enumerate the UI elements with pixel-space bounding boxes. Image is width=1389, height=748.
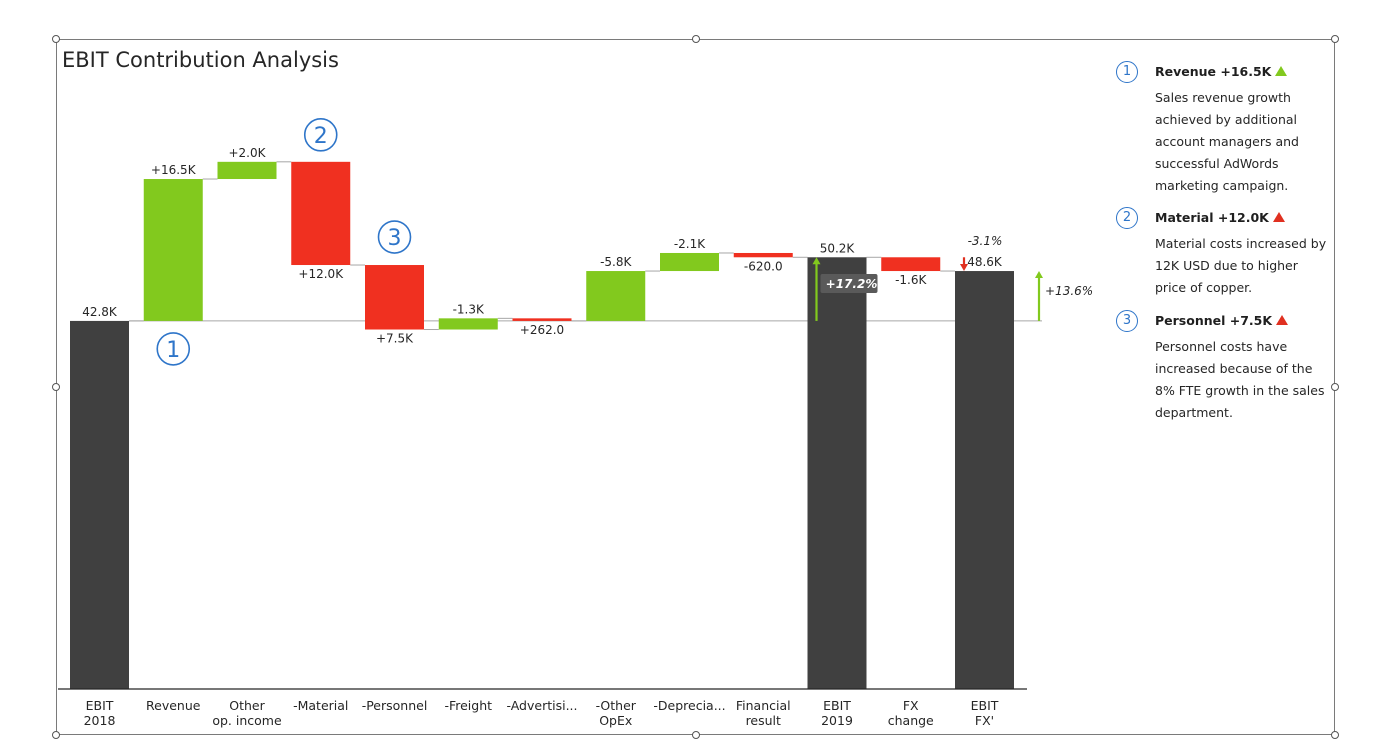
- category-label: EBIT: [86, 698, 114, 713]
- resize-handle-middle-right[interactable]: [1331, 383, 1339, 391]
- bar-value-label: +262.0: [520, 323, 564, 337]
- resize-handle-middle-left[interactable]: [52, 383, 60, 391]
- note-2-heading: Material +12.0K: [1155, 210, 1285, 225]
- category-label: 2019: [821, 713, 853, 728]
- delta-arrow-ebit-2019-arrowhead: [812, 257, 821, 265]
- callout-marker-circle: [303, 118, 338, 152]
- bar-value-label: -1.6K: [895, 273, 927, 287]
- delta-label: -3.1%: [968, 234, 1003, 248]
- bar-value-label: -620.0: [744, 259, 783, 273]
- note-3-text: Personnel costs have increased because o…: [1155, 339, 1325, 420]
- delta-arrow-total-arrowhead: [1035, 271, 1043, 279]
- category-label: -Material: [293, 698, 348, 713]
- category-label: -Freight: [444, 698, 492, 713]
- note-1-heading: Revenue +16.5K: [1155, 64, 1288, 79]
- bar-7: [586, 271, 646, 321]
- bar-10: [807, 257, 867, 689]
- resize-handle-bottom-right[interactable]: [1331, 731, 1339, 739]
- note-2-number: 2: [1116, 207, 1138, 229]
- bar-4: [365, 265, 424, 330]
- bar-0: [70, 320, 129, 689]
- chart-title: EBIT Contribution Analysis: [62, 48, 339, 72]
- callout-marker-number: 2: [314, 124, 328, 149]
- callout-marker-circle: [377, 220, 412, 254]
- bar-11: [881, 257, 941, 272]
- category-label: op. income: [212, 713, 282, 728]
- category-label: Other: [229, 698, 265, 713]
- delta-label-background: [820, 274, 878, 293]
- bar-9: [733, 252, 793, 258]
- delta-label: +17.2%: [826, 277, 878, 291]
- up-triangle-icon: [1276, 315, 1289, 325]
- resize-handle-top-left[interactable]: [52, 35, 60, 43]
- category-label: EBIT: [971, 698, 999, 713]
- bar-value-label: 42.8K: [82, 305, 118, 319]
- bar-2: [217, 161, 277, 180]
- bar-value-label: -1.3K: [453, 302, 485, 316]
- resize-handle-top-center[interactable]: [692, 35, 700, 43]
- callout-marker-number: 3: [388, 226, 402, 251]
- callout-marker-number: 1: [166, 338, 180, 363]
- note-1-title: Revenue +16.5K: [1155, 64, 1272, 79]
- category-label: EBIT: [823, 698, 851, 713]
- bar-value-label: +7.5K: [376, 332, 414, 346]
- delta-label: +13.6%: [1045, 284, 1093, 298]
- category-label: -Personnel: [362, 698, 428, 713]
- category-label: -Deprecia...: [653, 698, 725, 713]
- note-2-text: Material costs increased by 12K USD due …: [1155, 236, 1327, 295]
- category-label: Financial: [736, 698, 791, 713]
- category-label: FX: [903, 698, 919, 713]
- bar-5: [438, 318, 498, 330]
- resize-handle-bottom-left[interactable]: [52, 731, 60, 739]
- category-label: 2018: [84, 713, 116, 728]
- waterfall-chart[interactable]: 42.8K +16.5K +2.0K +12.0K +7.5K -1.3K +262.0 -5…: [0, 0, 1100, 748]
- up-triangle-icon: [1275, 66, 1288, 76]
- bar-12: [955, 271, 1014, 689]
- bar-6: [512, 318, 572, 321]
- bar-1: [143, 179, 203, 321]
- category-label: -Other: [596, 698, 637, 713]
- category-label: FX': [975, 713, 994, 728]
- category-label: change: [888, 713, 934, 728]
- category-label: result: [746, 713, 781, 728]
- bar-3: [291, 161, 351, 266]
- bar-value-label: +16.5K: [151, 163, 197, 177]
- bar-value-label: 48.6K: [967, 255, 1003, 269]
- note-3-heading: Personnel +7.5K: [1155, 313, 1289, 328]
- note-1-number: 1: [1116, 61, 1138, 83]
- category-label: OpEx: [599, 713, 632, 728]
- bar-value-label: -5.8K: [600, 255, 632, 269]
- bar-8: [660, 252, 719, 272]
- note-3-title: Personnel +7.5K: [1155, 313, 1273, 328]
- note-3-number: 3: [1116, 310, 1138, 332]
- note-2-title: Material +12.0K: [1155, 210, 1269, 225]
- category-label: -Advertisi...: [506, 698, 577, 713]
- resize-handle-bottom-center[interactable]: [692, 731, 700, 739]
- bar-value-label: 50.2K: [820, 241, 856, 255]
- resize-handle-top-right[interactable]: [1331, 35, 1339, 43]
- category-label: Revenue: [146, 698, 201, 713]
- callout-marker-circle: [156, 332, 191, 366]
- up-triangle-icon: [1272, 212, 1285, 222]
- bar-value-label: -2.1K: [674, 237, 706, 251]
- bar-value-label: +2.0K: [228, 146, 266, 160]
- note-1-text: Sales revenue growth achieved by additio…: [1155, 90, 1299, 193]
- bar-value-label: +12.0K: [298, 267, 344, 281]
- delta-arrow-fx-arrowhead: [960, 264, 968, 272]
